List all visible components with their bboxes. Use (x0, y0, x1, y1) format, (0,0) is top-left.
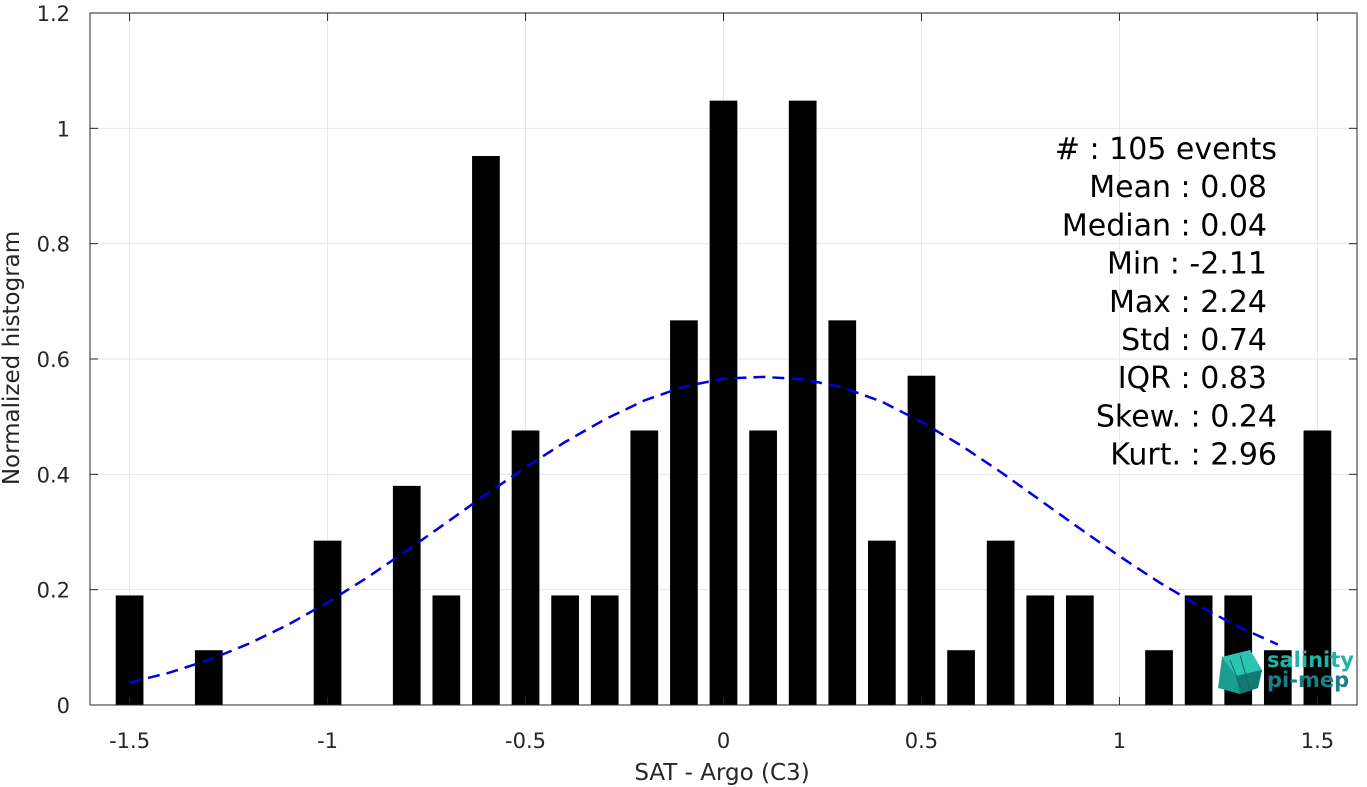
x-tick-label: 0 (717, 729, 730, 753)
tick-labels: -1.5 -1 -0.5 0 0.5 1 1.5 0 0.2 0.4 0.6 0.8 1 1.2 (37, 2, 1335, 753)
y-axis-label: Normalized histogram (0, 231, 25, 485)
histogram-bar (947, 650, 975, 705)
logo-line-2: pi-mep (1267, 668, 1349, 692)
y-tick-label: 1.2 (37, 2, 70, 26)
x-tick-label: 1 (1113, 729, 1126, 753)
histogram-bar (551, 595, 579, 705)
x-tick-label: -1.5 (109, 729, 150, 753)
stat-line: # : 105 events (1055, 132, 1277, 167)
fit-curve-line (129, 375, 1279, 684)
normal-fit-curve (129, 375, 1279, 684)
histogram-bar (709, 100, 738, 706)
histogram-bar (1263, 650, 1292, 705)
stat-line: Kurt. : 2.96 (1110, 438, 1277, 473)
histogram-bar (670, 320, 698, 705)
histogram-bar (590, 595, 619, 705)
stat-line: Max : 2.24 (1109, 285, 1267, 320)
x-tick-label: -1 (317, 729, 338, 753)
stat-line: Mean : 0.08 (1089, 170, 1267, 205)
histogram-bar (788, 100, 817, 706)
stat-line: Std : 0.74 (1121, 323, 1267, 358)
histogram-bar (1065, 595, 1094, 705)
y-tick-label: 0.4 (37, 463, 70, 487)
y-tick-label: 0.6 (37, 348, 70, 372)
histogram-bar (630, 430, 659, 705)
stat-line: Min : -2.11 (1107, 247, 1267, 282)
y-tick-label: 0 (57, 694, 70, 718)
y-tick-label: 0.8 (37, 233, 70, 257)
x-tick-label: 1.5 (1301, 729, 1334, 753)
stat-line: Median : 0.04 (1062, 208, 1267, 243)
logo-line-1: salinity (1267, 648, 1354, 672)
histogram-bar (907, 375, 936, 705)
histogram-bar (115, 595, 144, 705)
histogram-bars (115, 100, 1332, 706)
x-tick-label: -0.5 (505, 729, 546, 753)
salinity-pi-mep-logo: salinity pi-mep (1218, 648, 1354, 694)
histogram-bar (432, 595, 461, 705)
histogram-bar (1184, 595, 1213, 705)
cube-logo-icon (1218, 650, 1262, 694)
stat-line: Skew. : 0.24 (1096, 399, 1277, 434)
y-tick-label: 1 (57, 117, 70, 141)
histogram-bar (472, 156, 500, 706)
histogram-bar (1303, 430, 1332, 705)
histogram-bar (1026, 595, 1055, 705)
histogram-bar (313, 540, 342, 705)
y-tick-label: 0.2 (37, 579, 70, 603)
axis-ticks (90, 12, 1357, 706)
histogram-bar (194, 650, 223, 705)
histogram-bar (986, 540, 1015, 705)
histogram-bar (1145, 650, 1173, 705)
stat-line: IQR : 0.83 (1118, 361, 1267, 396)
x-axis-label: SAT - Argo (C3) (634, 760, 809, 786)
histogram-bar (511, 430, 540, 705)
histogram-bar (868, 540, 896, 705)
histogram-bar (392, 485, 421, 705)
x-tick-label: 0.5 (905, 729, 938, 753)
histogram-bar (828, 320, 857, 705)
histogram-bar (749, 430, 777, 705)
